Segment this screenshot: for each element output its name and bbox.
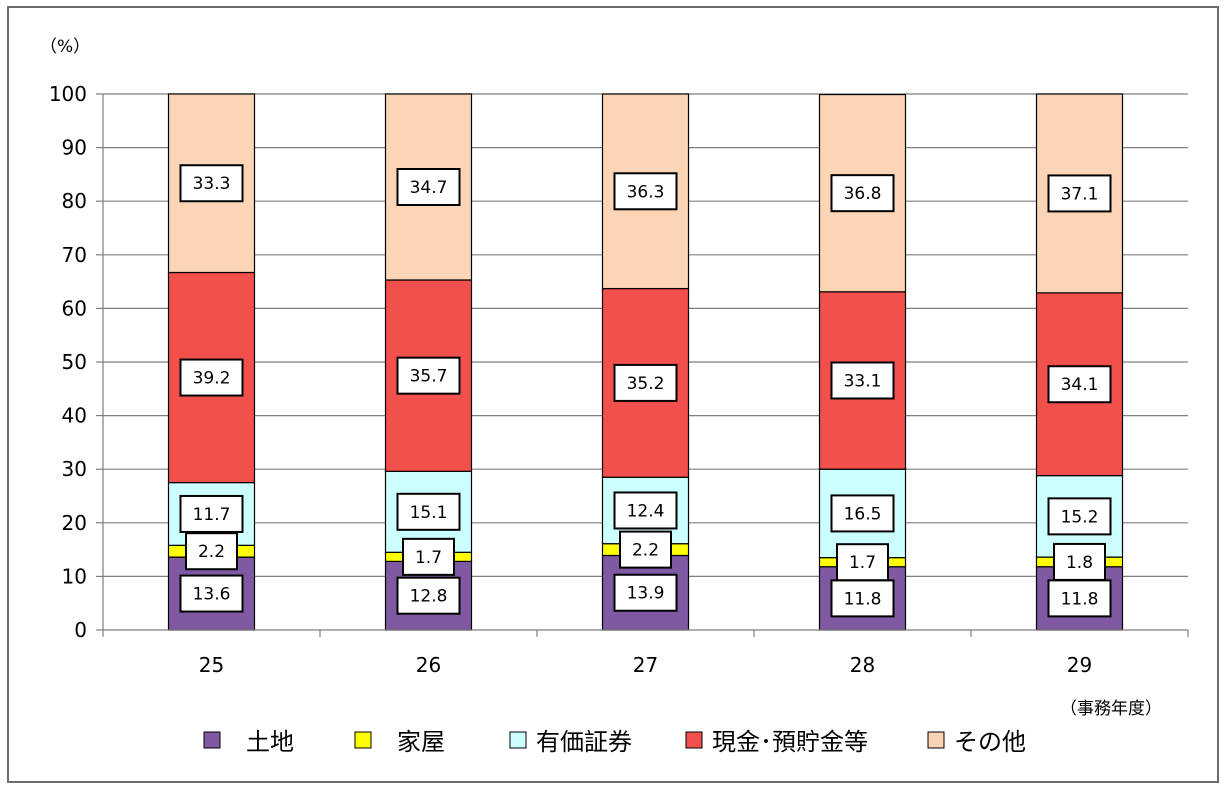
x-tick-label-28: 28 bbox=[850, 653, 875, 677]
y-tick-label-60: 60 bbox=[62, 296, 87, 320]
data-label-27-4: 36.3 bbox=[627, 182, 665, 202]
data-label-29-2: 15.2 bbox=[1061, 507, 1099, 527]
data-label-28-1: 1.7 bbox=[849, 553, 876, 573]
y-tick-label-80: 80 bbox=[62, 189, 87, 213]
data-label-27-3: 35.2 bbox=[627, 374, 665, 394]
data-label-26-4: 34.7 bbox=[410, 178, 448, 198]
y-tick-label-90: 90 bbox=[62, 136, 87, 160]
data-label-28-0: 11.8 bbox=[844, 589, 882, 609]
data-label-box-26-2 bbox=[396, 492, 461, 531]
legend-label-4: その他 bbox=[954, 728, 1026, 756]
x-tick-label-29: 29 bbox=[1067, 653, 1092, 677]
data-label-box-27-2 bbox=[613, 491, 678, 530]
data-label-box-27-0 bbox=[613, 573, 678, 612]
data-label-box-27-4 bbox=[613, 172, 678, 211]
axes: 0 10 20 30 40 50 60 70 80 90 100 25 26 27 28 29 bbox=[49, 82, 1189, 677]
legend-swatch-2 bbox=[509, 731, 527, 749]
legend: 土地 家屋 有価証券 現金･預貯金等 その他 bbox=[203, 728, 1026, 756]
legend-swatch-3 bbox=[685, 731, 703, 749]
data-label-29-3: 34.1 bbox=[1061, 375, 1099, 395]
x-tick-label-25: 25 bbox=[199, 653, 224, 677]
data-label-box-25-1 bbox=[185, 532, 238, 571]
data-label-box-25-0 bbox=[179, 574, 244, 613]
data-label-box-25-4 bbox=[179, 164, 244, 203]
legend-swatch-0 bbox=[203, 731, 221, 749]
y-unit-label: （%） bbox=[40, 37, 90, 57]
data-label-box-29-4 bbox=[1047, 174, 1112, 213]
data-label-box-29-0 bbox=[1047, 579, 1112, 618]
data-label-box-29-3 bbox=[1047, 365, 1112, 404]
data-label-box-28-4 bbox=[830, 174, 895, 213]
data-label-29-1: 1.8 bbox=[1066, 553, 1093, 573]
data-label-29-0: 11.8 bbox=[1061, 589, 1099, 609]
x-tick-label-26: 26 bbox=[416, 653, 441, 677]
data-label-27-0: 13.9 bbox=[627, 584, 665, 604]
y-tick-label-100: 100 bbox=[49, 82, 87, 106]
y-tick-label-70: 70 bbox=[62, 243, 87, 267]
data-labels: 13.6 2.2 11.7 39.2 33.3 12.8 1.7 15.1 35.7 34.7 13… bbox=[179, 164, 1112, 618]
data-label-26-0: 12.8 bbox=[410, 587, 448, 607]
data-label-box-28-1 bbox=[836, 543, 889, 582]
data-label-25-3: 39.2 bbox=[193, 369, 231, 389]
legend-swatch-1 bbox=[354, 731, 372, 749]
data-label-28-2: 16.5 bbox=[844, 504, 882, 524]
data-label-29-4: 37.1 bbox=[1061, 184, 1099, 204]
data-label-25-4: 33.3 bbox=[193, 174, 231, 194]
data-label-26-2: 15.1 bbox=[410, 503, 448, 523]
data-label-box-29-2 bbox=[1047, 497, 1112, 536]
x-unit-label: （事務年度） bbox=[1060, 699, 1162, 719]
legend-label-2: 有価証券 bbox=[536, 728, 632, 756]
data-label-box-28-3 bbox=[830, 361, 895, 400]
y-tick-label-50: 50 bbox=[62, 350, 87, 374]
y-tick-label-20: 20 bbox=[62, 511, 87, 535]
data-label-25-2: 11.7 bbox=[193, 505, 231, 525]
legend-swatch-4 bbox=[927, 731, 945, 749]
data-label-box-26-1 bbox=[402, 537, 455, 576]
data-label-box-26-0 bbox=[396, 576, 461, 615]
data-label-27-2: 12.4 bbox=[627, 501, 665, 521]
data-label-28-3: 33.1 bbox=[844, 371, 882, 391]
data-label-box-27-1 bbox=[619, 530, 672, 569]
data-label-27-1: 2.2 bbox=[632, 541, 659, 561]
y-tick-label-10: 10 bbox=[62, 564, 87, 588]
y-tick-label-30: 30 bbox=[62, 457, 87, 481]
data-label-box-27-3 bbox=[613, 363, 678, 402]
data-label-25-0: 13.6 bbox=[193, 585, 231, 605]
data-label-26-3: 35.7 bbox=[410, 367, 448, 387]
x-tick-label-27: 27 bbox=[633, 653, 658, 677]
data-label-box-26-4 bbox=[396, 167, 461, 206]
legend-label-1: 家屋 bbox=[397, 728, 445, 756]
data-label-box-25-2 bbox=[179, 494, 244, 533]
data-label-25-1: 2.2 bbox=[198, 542, 225, 562]
data-label-box-28-2 bbox=[830, 494, 895, 533]
y-tick-label-40: 40 bbox=[62, 404, 87, 428]
legend-label-0: 土地 bbox=[246, 728, 294, 756]
data-label-box-25-3 bbox=[179, 358, 244, 397]
data-label-26-1: 1.7 bbox=[415, 548, 442, 568]
data-label-box-28-0 bbox=[830, 579, 895, 618]
data-label-box-29-1 bbox=[1053, 542, 1106, 581]
y-tick-label-0: 0 bbox=[74, 618, 87, 642]
data-label-box-26-3 bbox=[396, 356, 461, 395]
legend-label-3: 現金･預貯金等 bbox=[712, 728, 868, 756]
data-label-28-4: 36.8 bbox=[844, 184, 882, 204]
